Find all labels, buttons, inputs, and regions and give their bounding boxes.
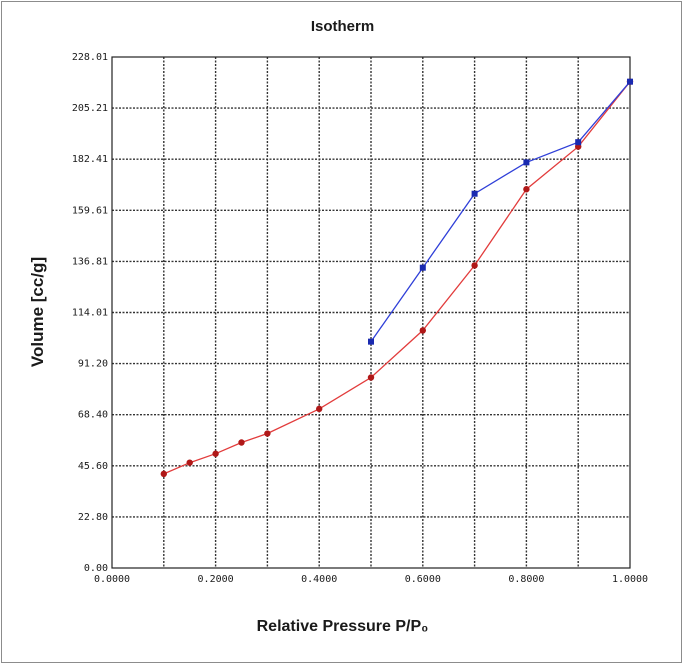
chart-title: Isotherm xyxy=(310,18,375,35)
y-tick-label: 159.61 xyxy=(72,205,108,216)
series-1-point xyxy=(264,430,271,437)
series-2-point xyxy=(419,264,426,271)
x-tick-label: 0.6000 xyxy=(405,574,441,585)
y-tick-label: 0.00 xyxy=(84,563,108,574)
x-tick-label: 0.8000 xyxy=(508,574,544,585)
y-tick-label: 22.80 xyxy=(78,512,108,523)
series-2-point xyxy=(471,190,478,197)
series-1-point xyxy=(523,186,530,193)
series-2-point xyxy=(575,139,582,146)
series-1-point xyxy=(212,450,219,457)
x-tick-label: 0.0000 xyxy=(94,574,130,585)
series-1-point xyxy=(419,327,426,334)
x-axis-label: Relative Pressure P/P₀ xyxy=(256,618,429,635)
y-tick-label: 205.21 xyxy=(72,103,108,114)
x-tick-label: 1.0000 xyxy=(612,574,648,585)
series-2-point xyxy=(523,159,530,166)
y-tick-label: 182.41 xyxy=(72,154,108,165)
y-tick-label: 228.01 xyxy=(72,52,108,63)
series-1-line xyxy=(163,81,631,475)
series-2-point xyxy=(627,78,633,85)
plot-border xyxy=(111,56,631,569)
x-tick-label: 0.4000 xyxy=(301,574,337,585)
y-tick-label: 91.20 xyxy=(78,359,108,370)
series-2-point xyxy=(368,338,374,345)
series-1-point xyxy=(367,374,375,381)
series-1-point xyxy=(316,405,323,413)
y-tick-label: 68.40 xyxy=(78,410,108,421)
y-tick-label: 114.01 xyxy=(72,307,108,318)
series-1-point xyxy=(186,459,193,466)
y-tick-label: 45.60 xyxy=(78,461,108,472)
x-tick-label: 0.2000 xyxy=(198,574,234,585)
series-1-point xyxy=(238,439,245,446)
series-2-line xyxy=(370,81,631,342)
series-1-point xyxy=(471,262,478,269)
series-1-point xyxy=(160,470,167,478)
y-tick-label: 136.81 xyxy=(72,256,108,267)
